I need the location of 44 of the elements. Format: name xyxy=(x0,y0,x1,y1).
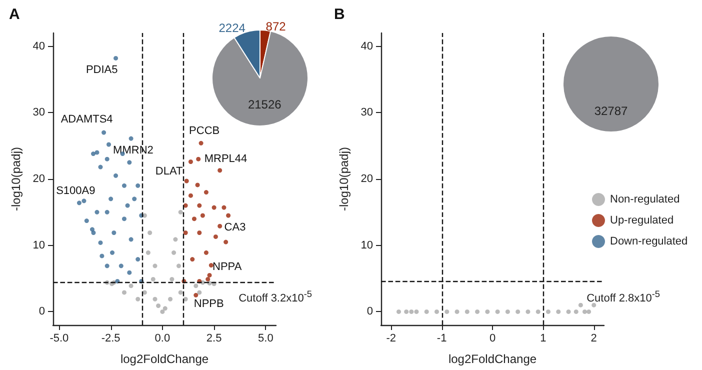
x-tick-label: 0 xyxy=(489,332,496,344)
y-tick-label: 30 xyxy=(360,106,373,119)
chart-title: A xyxy=(9,6,20,23)
x-tick-label: 2 xyxy=(590,332,597,344)
y-tick-label: 10 xyxy=(32,239,45,252)
x-tick-label: -5.0 xyxy=(50,332,69,344)
data-label: 872 xyxy=(266,19,286,34)
data-label: 2224 xyxy=(218,21,246,36)
y-tick-label: 20 xyxy=(360,173,373,185)
y-tick-label: 30 xyxy=(32,106,45,119)
y-tick-label: 0 xyxy=(38,306,45,318)
x-axis-title: log2FoldChange xyxy=(120,352,209,366)
annotation: NPPA xyxy=(212,261,242,274)
x-axis-title: log2FoldChange xyxy=(448,352,537,366)
data-label: 32787 xyxy=(594,104,628,118)
x-tick-label: 0.0 xyxy=(154,332,170,344)
x-tick-label: 5.0 xyxy=(258,332,274,344)
annotation: CA3 xyxy=(224,222,246,234)
annotation: S100A9 xyxy=(56,184,96,197)
ref-line-label: Cutoff 3.2x10$^{-5}$ xyxy=(238,288,312,306)
x-tick-label: 2.5 xyxy=(206,332,222,344)
y-tick-label: 40 xyxy=(360,40,373,52)
annotation: DLAT xyxy=(155,166,183,178)
annotation: PDIA5 xyxy=(86,64,118,76)
y-axis-title: -log10(padj) xyxy=(8,146,23,212)
data-label: 21526 xyxy=(248,98,282,112)
y-tick-label: 20 xyxy=(32,173,45,185)
annotation: PCCB xyxy=(189,125,220,138)
x-tick-label: -2 xyxy=(386,332,396,344)
chart-title: B xyxy=(334,6,345,23)
y-tick-label: 0 xyxy=(366,306,373,318)
y-tick-label: 40 xyxy=(32,40,45,52)
legend-label: Non-regulated xyxy=(610,194,680,206)
legend-label: Down-regulated xyxy=(610,236,688,248)
x-tick-label: 1 xyxy=(540,332,546,344)
annotation: MRPL44 xyxy=(204,153,248,166)
y-axis-title: -log10(padj) xyxy=(336,146,351,212)
annotation: ADAMTS4 xyxy=(60,114,113,126)
x-tick-label: -2.5 xyxy=(101,332,120,344)
annotation: NPPB xyxy=(194,298,224,310)
y-tick-label: 10 xyxy=(360,239,373,252)
x-tick-label: -1 xyxy=(436,332,447,344)
legend-label: Up-regulated xyxy=(610,214,674,226)
ref-line-label: Cutoff 2.8x10$^{-5}$ xyxy=(586,288,660,306)
